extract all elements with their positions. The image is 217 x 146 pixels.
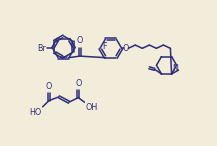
Text: F: F — [102, 42, 107, 51]
Text: O: O — [75, 79, 81, 88]
Text: O: O — [46, 82, 52, 91]
Text: N: N — [172, 64, 178, 73]
Text: OH: OH — [85, 103, 97, 112]
Text: HO: HO — [30, 108, 42, 117]
Text: Br: Br — [38, 44, 46, 53]
Text: O: O — [77, 36, 83, 45]
Text: O: O — [122, 44, 129, 53]
